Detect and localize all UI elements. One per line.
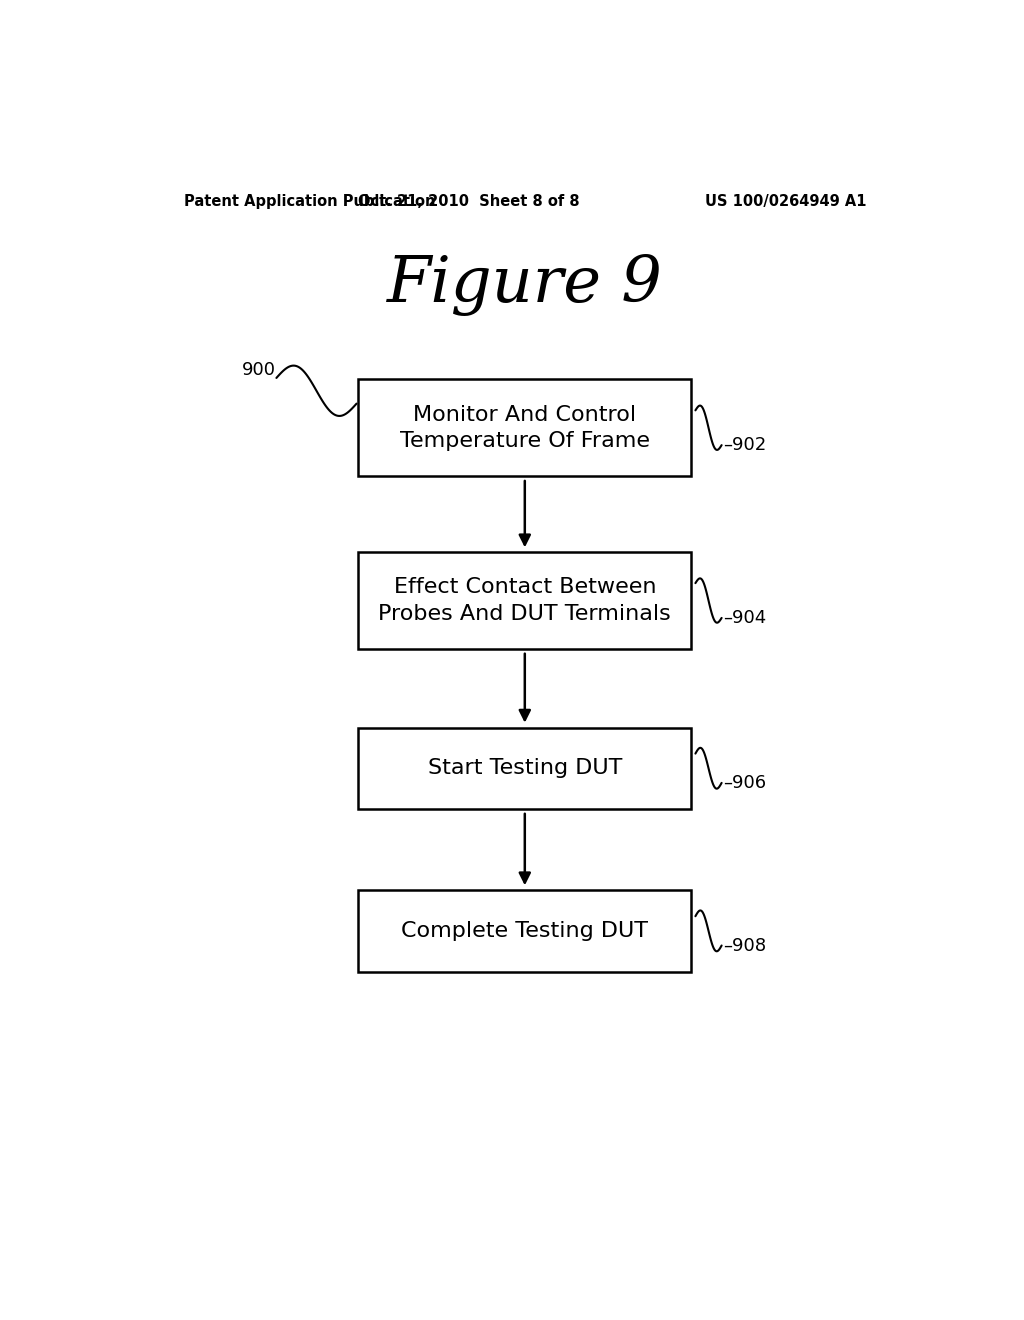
FancyBboxPatch shape — [358, 379, 691, 477]
Text: Effect Contact Between
Probes And DUT Terminals: Effect Contact Between Probes And DUT Te… — [379, 577, 671, 624]
Text: Monitor And Control
Temperature Of Frame: Monitor And Control Temperature Of Frame — [399, 404, 650, 451]
Text: –904: –904 — [723, 609, 766, 627]
FancyBboxPatch shape — [358, 890, 691, 972]
Text: 900: 900 — [242, 360, 275, 379]
FancyBboxPatch shape — [358, 727, 691, 809]
Text: US 100/0264949 A1: US 100/0264949 A1 — [705, 194, 866, 209]
Text: –902: –902 — [723, 436, 766, 454]
FancyBboxPatch shape — [358, 552, 691, 649]
Text: Figure 9: Figure 9 — [387, 255, 663, 317]
Text: –908: –908 — [723, 936, 766, 954]
Text: Start Testing DUT: Start Testing DUT — [428, 758, 622, 779]
Text: Patent Application Publication: Patent Application Publication — [183, 194, 435, 209]
Text: –906: –906 — [723, 774, 766, 792]
Text: Oct. 21, 2010  Sheet 8 of 8: Oct. 21, 2010 Sheet 8 of 8 — [358, 194, 580, 209]
Text: Complete Testing DUT: Complete Testing DUT — [401, 921, 648, 941]
